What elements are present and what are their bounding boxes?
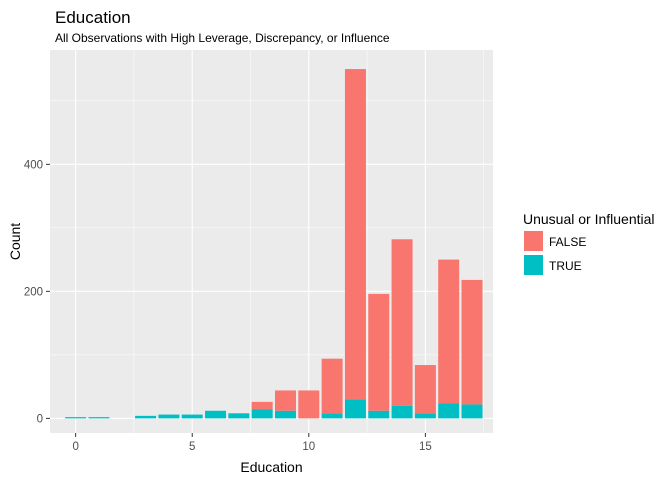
bar-true-9 <box>274 410 296 419</box>
y-tick-label: 200 <box>24 286 43 298</box>
bar-true-4 <box>158 414 180 419</box>
bar-false-14 <box>391 239 413 406</box>
bar-true-14 <box>391 405 413 419</box>
legend: Unusual or Influential FALSE TRUE <box>523 211 655 275</box>
axes: 0 5 10 15 0 200 400 <box>24 159 432 453</box>
chart-subtitle: All Observations with High Leverage, Dis… <box>55 31 390 45</box>
bar-false-16 <box>438 259 460 404</box>
bar-false-13 <box>368 293 390 411</box>
y-tick-label: 400 <box>24 159 43 171</box>
bar-true-17 <box>461 404 483 419</box>
bar-true-11 <box>321 413 343 419</box>
legend-key-true <box>524 255 543 275</box>
x-tick-label: 10 <box>302 441 315 453</box>
bar-true-7 <box>228 413 250 419</box>
bar-true-13 <box>368 410 390 419</box>
legend-label-true: TRUE <box>549 259 582 273</box>
chart-title: Education <box>55 8 131 27</box>
bar-true-16 <box>438 403 460 419</box>
bar-false-10 <box>298 390 320 419</box>
bar-true-0 <box>65 417 87 419</box>
x-axis-title: Education <box>240 459 302 475</box>
legend-key-false <box>524 231 543 251</box>
bar-true-12 <box>344 399 366 419</box>
bar-true-5 <box>181 414 203 419</box>
bar-true-8 <box>251 409 273 419</box>
bar-true-1 <box>88 417 110 419</box>
y-axis-title: Count <box>7 223 23 260</box>
x-tick-label: 15 <box>419 441 432 453</box>
legend-title: Unusual or Influential <box>523 211 655 227</box>
bar-false-15 <box>414 365 436 414</box>
x-tick-label: 5 <box>189 441 195 453</box>
bar-false-9 <box>274 390 296 411</box>
bar-true-15 <box>414 413 436 419</box>
bar-false-12 <box>344 69 366 400</box>
legend-label-false: FALSE <box>549 235 586 249</box>
bar-true-3 <box>135 415 157 419</box>
bar-false-8 <box>251 401 273 410</box>
bar-false-11 <box>321 358 343 414</box>
x-tick-label: 0 <box>72 441 78 453</box>
y-tick-label: 0 <box>37 413 43 425</box>
bar-false-17 <box>461 279 483 405</box>
bar-true-6 <box>205 410 227 419</box>
bars <box>65 69 483 419</box>
